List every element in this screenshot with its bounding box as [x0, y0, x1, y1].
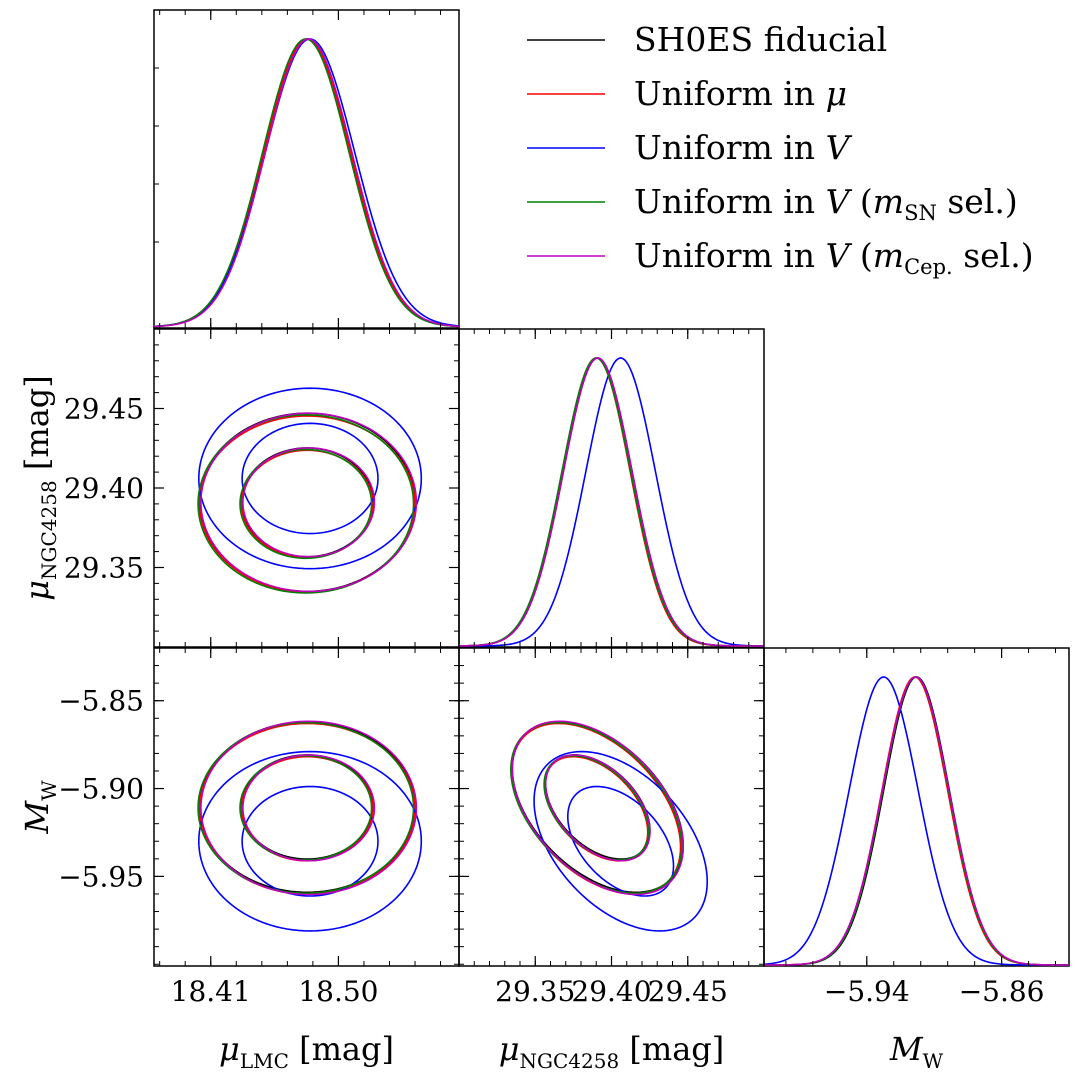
panel-contour-mu_lmc-mw: [153, 647, 460, 967]
x-tick-label: −5.86: [959, 975, 1045, 1008]
contour-line: [511, 722, 682, 895]
contour-line: [511, 720, 685, 896]
panel-frame: [458, 647, 765, 967]
contour-line: [239, 754, 373, 861]
legend-entry: SH0ES fiducial: [634, 20, 887, 59]
y-tick-label: −5.85: [58, 685, 144, 718]
contour-line: [241, 785, 379, 897]
marginal-curve: [458, 357, 764, 647]
contour-line: [200, 412, 418, 593]
contour-line: [197, 750, 423, 932]
contour-line: [543, 755, 649, 862]
x-tick-label: 18.41: [171, 975, 251, 1008]
contour-line: [544, 754, 651, 860]
legend-entry: Uniform in V (mSN sel.): [634, 182, 1018, 225]
contour-line: [510, 721, 683, 894]
marginal-curve: [458, 357, 764, 647]
y-tick-label: 29.40: [64, 472, 144, 505]
legend-entry: Uniform in V (mCep. sel.): [634, 236, 1034, 279]
legend-entry: Uniform in V: [634, 128, 853, 167]
marginal-curve: [458, 357, 764, 647]
panel-contour-mu_ngc-mw: [458, 647, 765, 967]
x-axis-label-mu_lmc: μLMC [mag]: [219, 1030, 394, 1073]
x-axis-label-mu_ngc: μNGC4258 [mag]: [499, 1030, 725, 1073]
panel-frame: [763, 647, 1070, 967]
contour-line: [200, 720, 418, 896]
marginal-curve: [153, 38, 460, 328]
contour-line: [197, 721, 415, 894]
marginal-curve: [153, 38, 460, 328]
legend-entry: Uniform in μ: [634, 74, 847, 113]
marginal-curve: [458, 357, 764, 647]
contour-line: [566, 785, 675, 897]
marginal-curve: [764, 676, 1069, 966]
marginal-curve: [764, 676, 1069, 966]
x-tick-label: −5.94: [824, 975, 910, 1008]
y-tick-label: 29.35: [64, 552, 144, 585]
marginal-curve: [153, 38, 460, 328]
y-axis-label-mu_ngc: μNGC4258 [mag]: [18, 375, 61, 601]
marginal-curve: [153, 38, 460, 328]
y-tick-label: −5.90: [58, 773, 144, 806]
contour-line: [511, 720, 685, 894]
panel-marginal-mw: [763, 647, 1070, 967]
contour-line: [242, 447, 376, 558]
x-tick-label: 18.50: [298, 975, 378, 1008]
panel-marginal-mu_lmc: [153, 9, 460, 329]
contour-line: [544, 754, 651, 862]
panel-frame: [458, 328, 765, 648]
contour-line: [242, 754, 376, 862]
x-axis-label-mw: MW: [889, 1030, 944, 1073]
marginal-curve: [764, 676, 1069, 966]
marginal-curve: [153, 38, 460, 328]
marginal-curve: [763, 676, 1069, 966]
contour-line: [241, 422, 379, 535]
contour-line: [197, 387, 423, 570]
legend: SH0ES fiducial Uniform in μ Uniform in V Un…: [527, 20, 1034, 279]
y-tick-label: −5.95: [58, 860, 144, 893]
x-tick-label: 29.45: [648, 975, 728, 1008]
contour-line: [543, 754, 650, 861]
panel-contour-mu_lmc-mu_ngc: [153, 328, 460, 648]
panel-frame: [153, 9, 460, 329]
marginal-curve: [459, 357, 765, 647]
panel-marginal-mu_ngc: [458, 328, 765, 648]
marginal-curve: [764, 676, 1070, 966]
x-tick-label: 29.40: [571, 975, 651, 1008]
y-tick-label: 29.45: [64, 393, 144, 426]
y-axis-label-mw: MW: [18, 780, 61, 835]
x-tick-label: 29.35: [495, 975, 575, 1008]
